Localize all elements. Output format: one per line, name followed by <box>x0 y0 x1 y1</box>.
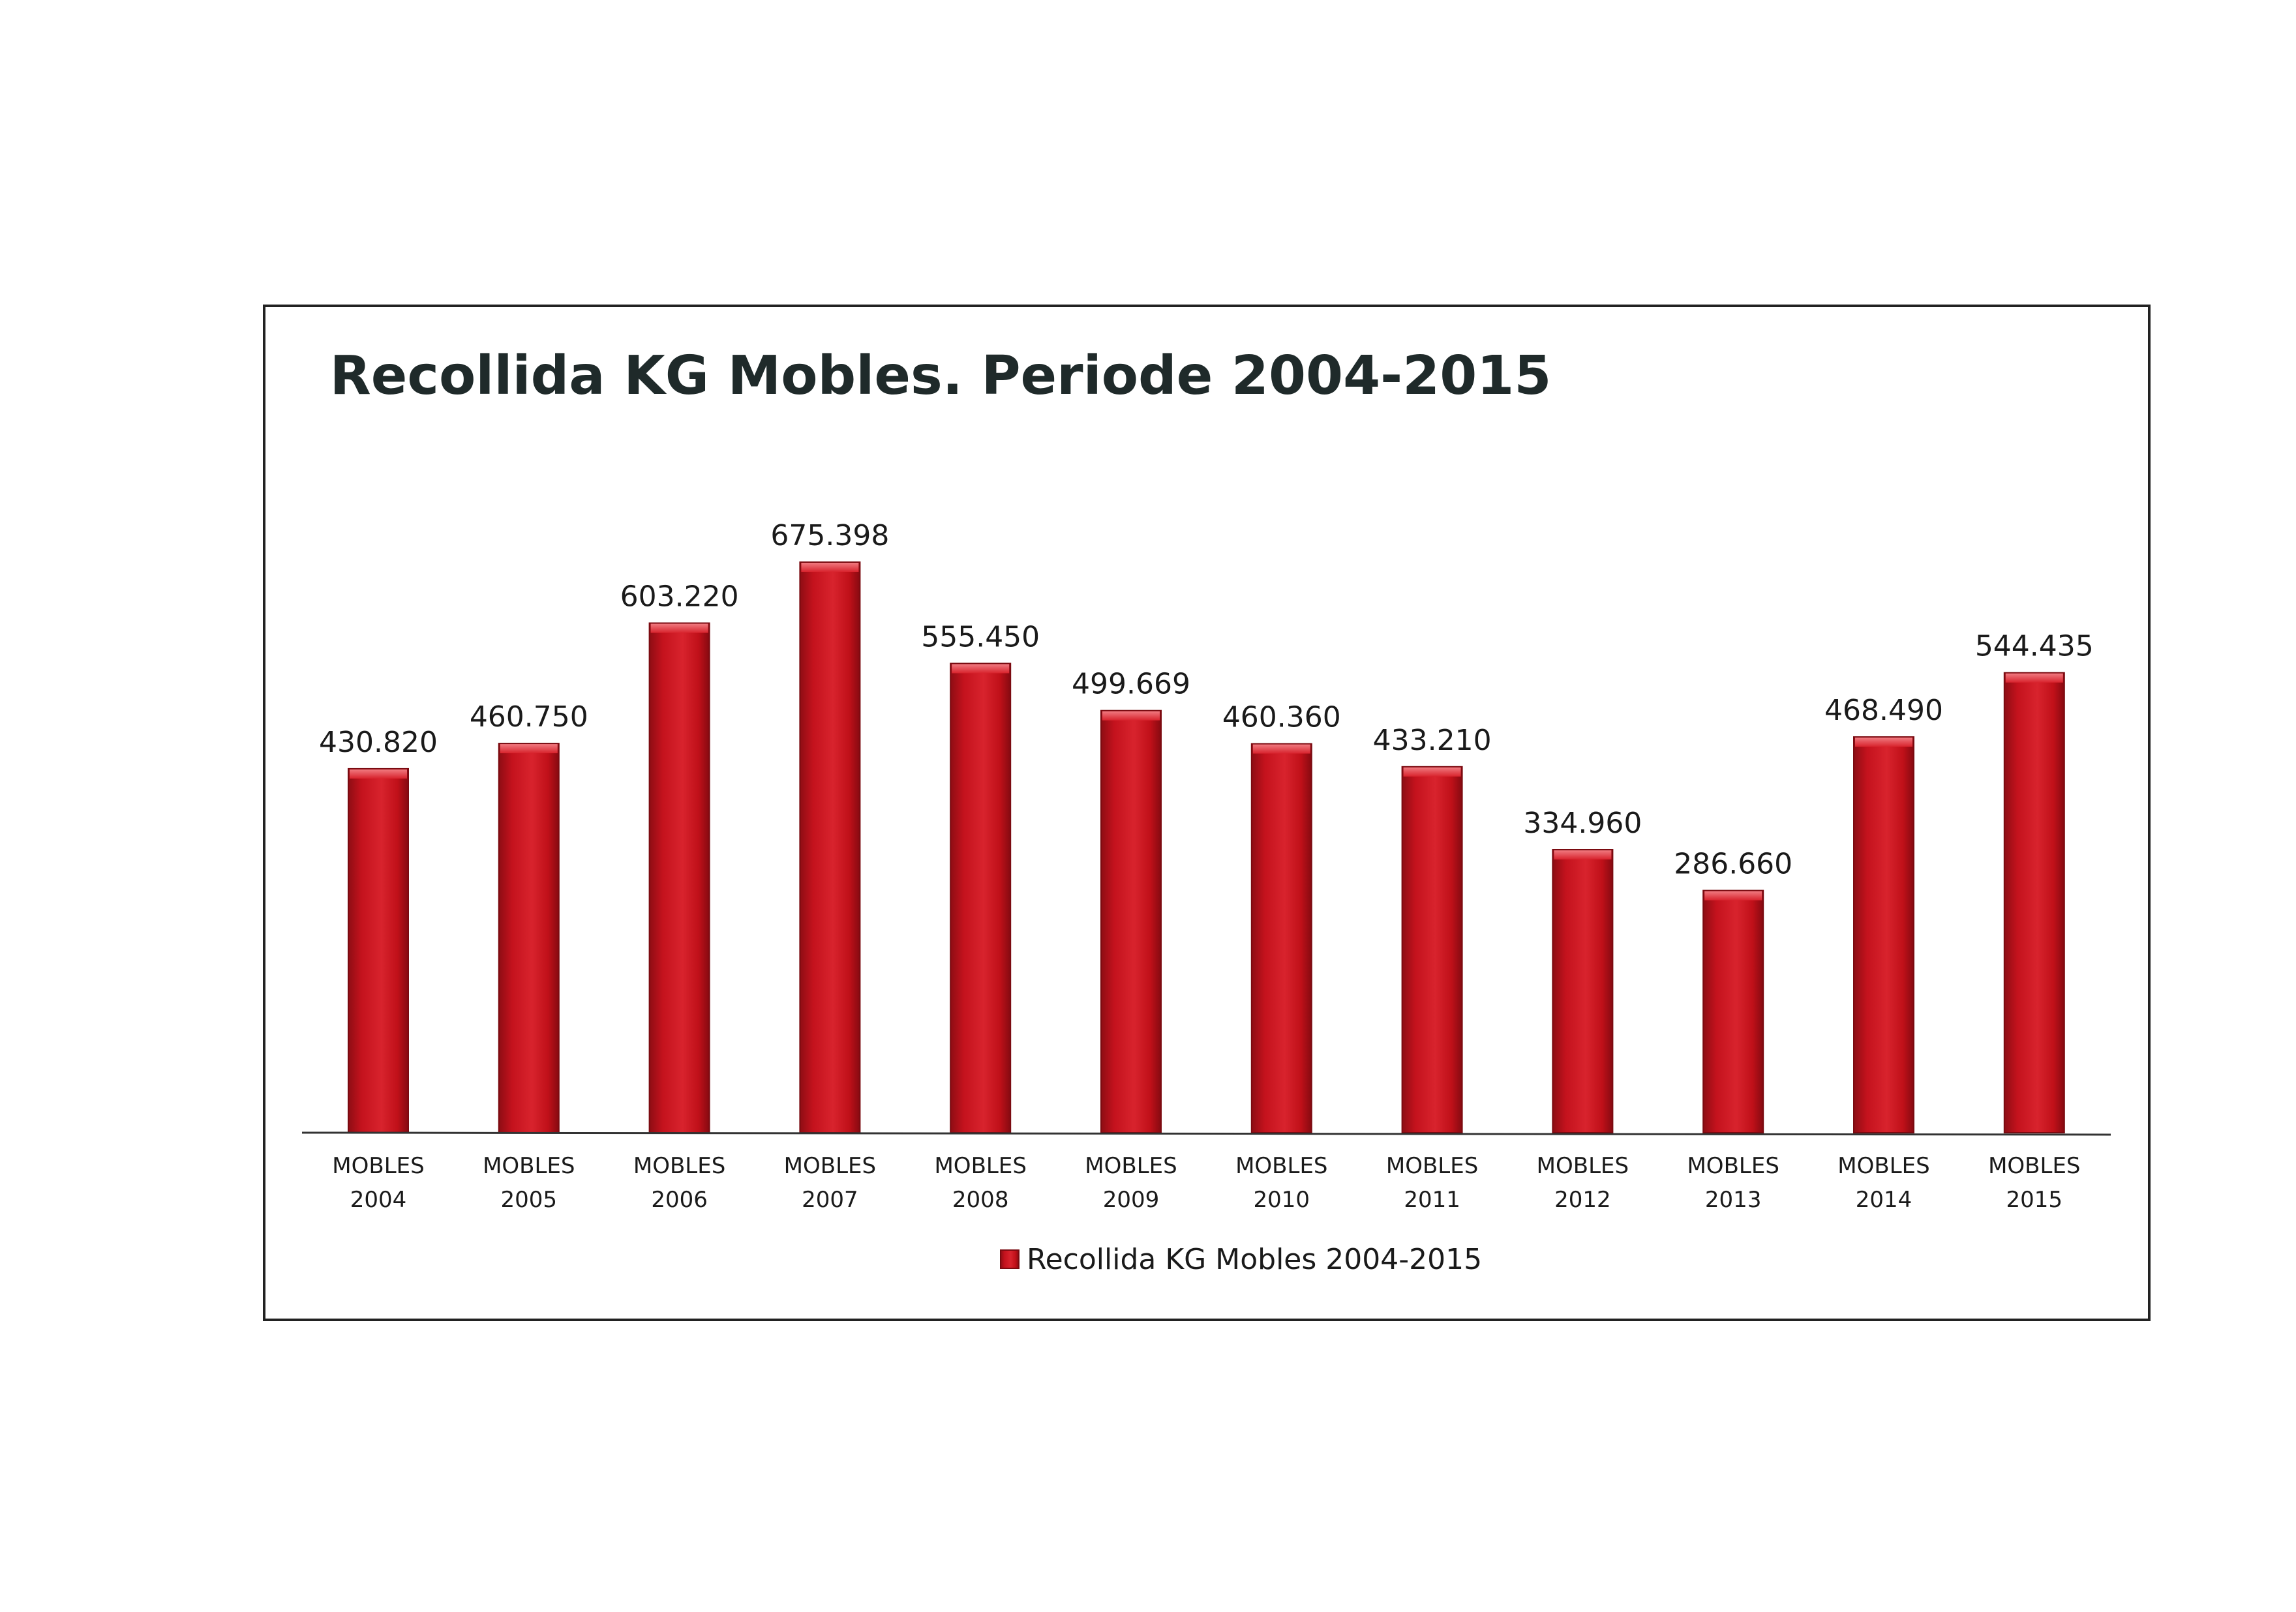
data-label-2011: 433.210 <box>1373 724 1492 757</box>
x-tick-2014: MOBLES 2014 <box>1837 1153 1929 1213</box>
x-axis-line <box>301 1131 2111 1136</box>
data-label-2006: 603.220 <box>620 580 739 614</box>
x-tick-2007: MOBLES 2007 <box>784 1153 876 1213</box>
x-tick-labels: MOBLES 2004 MOBLES 2005 MOBLES 2006 MOBLES 2007… <box>332 1153 2080 1213</box>
data-labels: 430.820 460.750 603.220 675.398 555.450 499.6… <box>319 519 2094 881</box>
bar-2010 <box>1250 743 1312 1133</box>
data-label-2008: 555.450 <box>921 620 1040 653</box>
data-label-2015: 544.435 <box>1975 630 2094 663</box>
data-label-2012: 334.960 <box>1523 807 1642 840</box>
x-tick-2012: MOBLES 2012 <box>1537 1153 1629 1213</box>
x-tick-2011: MOBLES 2011 <box>1386 1153 1478 1213</box>
data-label-2005: 460.750 <box>470 700 588 734</box>
data-label-2009: 499.669 <box>1072 668 1190 701</box>
x-tick-2006: MOBLES 2006 <box>633 1153 725 1213</box>
bar-2006 <box>648 622 710 1133</box>
data-label-2014: 468.490 <box>1824 694 1943 727</box>
bar-2009 <box>1100 709 1162 1133</box>
bar-2013 <box>1702 889 1764 1133</box>
bar-2014 <box>1853 736 1914 1133</box>
bar-2007 <box>799 561 861 1133</box>
bar-top-2007 <box>801 563 859 572</box>
x-tick-2010: MOBLES 2010 <box>1235 1153 1327 1213</box>
bars <box>348 561 2065 1134</box>
bar-top-2012 <box>1554 850 1612 859</box>
bar-top-2014 <box>1855 738 1912 747</box>
bar-2015 <box>2003 672 2065 1133</box>
bar-top-2015 <box>2005 673 2063 683</box>
bar-top-2006 <box>650 623 708 633</box>
bar-2005 <box>498 743 560 1133</box>
x-tick-2004: MOBLES 2004 <box>332 1153 424 1213</box>
x-tick-2008: MOBLES 2008 <box>934 1153 1026 1213</box>
chart-title: Recollida KG Mobles. Periode 2004-2015 <box>330 345 1552 407</box>
bar-top-2011 <box>1403 767 1461 777</box>
x-tick-2009: MOBLES 2009 <box>1085 1153 1177 1213</box>
bar-top-2008 <box>952 664 1010 674</box>
legend-label: Recollida KG Mobles 2004-2015 <box>1027 1243 1482 1276</box>
bar-top-2005 <box>500 744 558 754</box>
data-label-2007: 675.398 <box>770 519 889 552</box>
data-label-2010: 460.360 <box>1222 701 1341 734</box>
x-tick-2013: MOBLES 2013 <box>1687 1153 1779 1213</box>
legend: Recollida KG Mobles 2004-2015 <box>1000 1243 1482 1276</box>
bar-2004 <box>348 768 409 1133</box>
data-label-2013: 286.660 <box>1674 848 1792 881</box>
bar-top-2009 <box>1102 711 1160 721</box>
legend-swatch <box>1000 1249 1020 1269</box>
bar-top-2010 <box>1252 744 1310 754</box>
bar-top-2013 <box>1704 891 1762 901</box>
x-tick-2015: MOBLES 2015 <box>1988 1153 2080 1213</box>
x-tick-2005: MOBLES 2005 <box>483 1153 575 1213</box>
data-label-2004: 430.820 <box>319 726 438 759</box>
bar-2011 <box>1401 766 1463 1134</box>
bar-top-2004 <box>350 769 407 779</box>
bar-2008 <box>950 663 1012 1133</box>
chart-frame <box>263 305 2151 1321</box>
bar-2012 <box>1552 849 1614 1133</box>
